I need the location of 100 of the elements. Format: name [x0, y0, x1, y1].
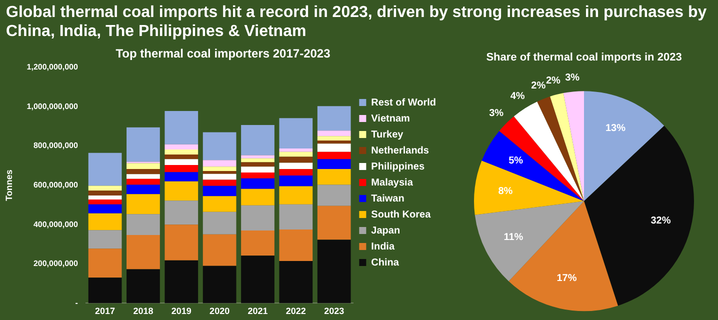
bar [279, 175, 313, 186]
bar [126, 214, 160, 236]
bar [126, 235, 160, 270]
bar [202, 174, 236, 180]
data-label: 3% [489, 108, 504, 120]
y-tick-label: - [75, 298, 78, 308]
bar [164, 159, 198, 166]
bar [202, 266, 236, 304]
legend-label: South Korea [371, 209, 432, 220]
bar [241, 205, 274, 230]
bar [279, 186, 313, 204]
bar [241, 178, 274, 189]
bar [88, 230, 122, 249]
y-tick-label: 200,000,000 [33, 259, 78, 268]
chart-title: Global thermal coal imports hit a record in 2023, driven by strong increases in purchases by China, India, The Philippines & Vietnam [5, 3, 708, 42]
bar [88, 196, 122, 200]
bar [317, 106, 351, 131]
data-label: 32% [650, 216, 671, 227]
bar [164, 111, 198, 144]
bar [317, 152, 351, 160]
bar [241, 166, 274, 173]
bar [202, 180, 236, 186]
bar [317, 168, 351, 185]
bar [88, 204, 122, 214]
bar [317, 130, 351, 136]
bar [126, 178, 160, 185]
bar [164, 154, 198, 160]
data-label: 5% [508, 156, 524, 167]
bar [88, 278, 122, 304]
data-label: 8% [498, 186, 513, 197]
x-tick-label: 2020 [210, 306, 230, 316]
bar [126, 194, 160, 214]
bar [241, 155, 274, 158]
bar [202, 132, 236, 160]
bar [279, 118, 313, 149]
bar [202, 234, 236, 266]
bar [279, 204, 313, 230]
bar [317, 240, 351, 304]
bar [126, 163, 160, 169]
bar [88, 152, 122, 186]
bar [317, 140, 351, 144]
bar [317, 136, 351, 140]
chart-subtitle: Top thermal coal importers 2017-2023 [116, 46, 331, 61]
bar [279, 169, 313, 176]
x-tick-label: 2022 [286, 306, 306, 316]
bar [164, 144, 198, 150]
chart-title: Share of thermal coal imports in 2023 [486, 52, 682, 64]
legend-label: Taiwan [371, 193, 404, 204]
data-label: 4% [510, 91, 525, 102]
bar [279, 260, 313, 304]
bar [164, 260, 198, 304]
legend-label: China [371, 257, 400, 268]
bar [241, 188, 274, 206]
y-tick-label: 1,000,000,000 [26, 102, 78, 111]
bar [279, 152, 313, 157]
bar [126, 269, 160, 304]
bar [241, 124, 274, 156]
legend-label: Malaysia [371, 177, 414, 188]
bar [202, 170, 236, 174]
bar [202, 186, 236, 196]
data-label: 11% [504, 232, 524, 243]
bar [279, 162, 313, 170]
bar [126, 127, 160, 162]
data-label: 3% [565, 72, 580, 84]
y-tick-label: 1,200,000,000 [26, 62, 78, 72]
bar [164, 165, 198, 172]
y-tick-label: 600,000,000 [33, 180, 78, 190]
bar [241, 230, 274, 256]
bar [202, 196, 236, 212]
legend-label: Netherlands [371, 145, 430, 156]
x-tick-label: 2018 [133, 306, 154, 316]
legend-label: Philippines [371, 161, 425, 172]
bar [164, 224, 198, 260]
bar [241, 256, 274, 304]
legend-label: India [371, 241, 395, 252]
legend-label: Vietnam [371, 113, 410, 124]
bar [88, 190, 122, 196]
bar [317, 184, 351, 206]
data-label: 2% [531, 80, 546, 92]
bar [317, 159, 351, 169]
bar [164, 181, 198, 201]
x-tick-label: 2021 [248, 306, 268, 316]
bar [126, 168, 160, 174]
bar [88, 248, 122, 278]
bar [241, 162, 274, 167]
bar [202, 166, 236, 171]
bar [164, 172, 198, 182]
bar [164, 150, 198, 154]
y-tick-label: 400,000,000 [33, 220, 78, 229]
bar [279, 230, 313, 261]
bar [88, 199, 122, 204]
bar [317, 206, 351, 240]
data-label: 2% [546, 76, 560, 87]
data-label: 17% [556, 273, 577, 284]
y-tick-label: 800,000,000 [33, 141, 78, 150]
bar [279, 148, 313, 152]
bar [88, 186, 122, 191]
bar [241, 172, 274, 178]
x-tick-label: 2017 [95, 306, 116, 316]
bar [88, 213, 122, 230]
